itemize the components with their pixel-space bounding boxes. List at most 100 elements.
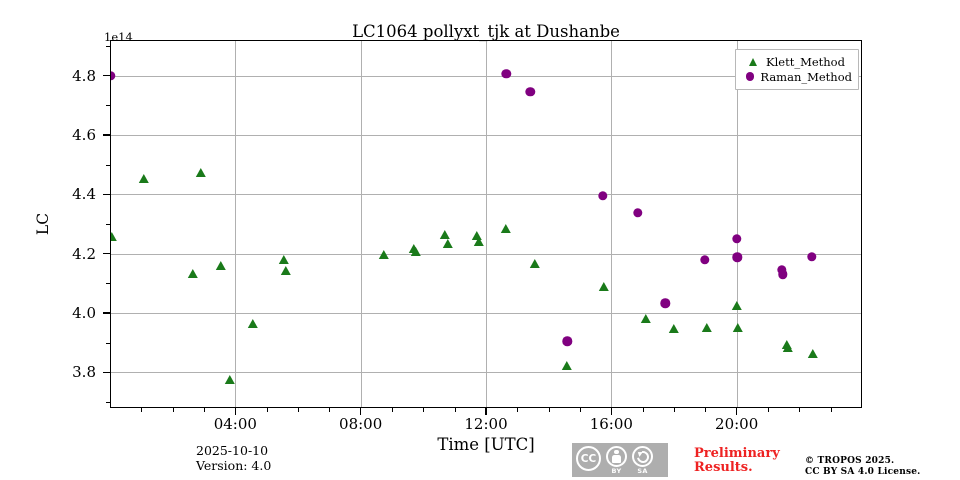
- x-tick-major: [234, 408, 236, 415]
- x-tick-minor: [392, 408, 393, 412]
- y-tick-label: 4.0: [72, 304, 96, 323]
- data-point-klett: [501, 224, 512, 234]
- x-tick-minor: [517, 408, 519, 412]
- legend-item-klett: Klett_Method: [742, 54, 852, 69]
- data-point-klett: [224, 374, 235, 384]
- x-tick-label: 20:00: [715, 415, 759, 433]
- axes-frame: [110, 40, 862, 408]
- y-tick-minor: [106, 164, 110, 166]
- data-point-klett: [278, 255, 289, 265]
- cc-sa-label: SA: [637, 467, 648, 475]
- data-point-klett: [733, 323, 744, 333]
- data-point-klett: [668, 324, 679, 334]
- y-tick-major: [103, 134, 110, 136]
- x-tick-minor: [799, 408, 801, 412]
- copyright-line-1: © TROPOS 2025.: [805, 456, 895, 466]
- stamp-date-line: 2025-10-10: [196, 443, 269, 458]
- data-point-klett: [731, 300, 742, 310]
- y-tick-minor: [106, 45, 110, 47]
- x-tick-label: 08:00: [339, 415, 383, 433]
- x-tick-minor: [141, 408, 143, 412]
- legend-item-raman: Raman_Method: [742, 69, 852, 84]
- data-point-klett: [378, 250, 389, 260]
- data-point-klett: [247, 319, 258, 328]
- chart-legend: Klett_Method Raman_Method: [735, 49, 859, 90]
- person-icon: [606, 446, 627, 467]
- legend-label-klett: Klett_Method: [766, 54, 845, 69]
- data-point-raman: [633, 208, 643, 218]
- data-point-raman: [731, 234, 742, 244]
- data-point-klett: [195, 167, 206, 177]
- data-point-raman: [732, 252, 742, 262]
- y-tick-major: [103, 312, 110, 314]
- x-tick-minor: [423, 408, 425, 412]
- x-tick-minor: [454, 408, 456, 412]
- cc-circle-icon: CC: [576, 446, 601, 471]
- preliminary-line-1: Preliminary: [694, 446, 780, 461]
- gridline-vertical: [360, 40, 362, 408]
- copyright-notice: © TROPOS 2025. CC BY SA 4.0 License.: [805, 456, 921, 478]
- cc-by-item: BY: [606, 446, 627, 475]
- x-tick-major: [736, 408, 738, 415]
- gridline-vertical: [235, 40, 237, 408]
- preliminary-results-notice: Preliminary Results.: [694, 447, 780, 475]
- data-point-klett: [471, 231, 482, 241]
- x-tick-label: 12:00: [464, 415, 508, 433]
- data-point-klett: [440, 230, 451, 240]
- x-tick-minor: [705, 408, 707, 412]
- data-point-klett: [187, 268, 198, 278]
- x-tick-minor: [329, 408, 331, 412]
- y-tick-minor: [106, 402, 110, 404]
- x-tick-minor: [266, 408, 268, 412]
- page-title: LC1064 pollyxt_tjk at Dushanbe: [352, 22, 620, 41]
- klett-marker-icon: [742, 57, 764, 66]
- y-tick-label: 4.8: [72, 66, 96, 85]
- data-point-klett: [411, 246, 422, 256]
- data-point-klett: [640, 313, 651, 323]
- share-alike-icon: [632, 446, 653, 467]
- cc-license-badge: CC BY SA: [572, 443, 668, 477]
- preliminary-line-2: Results.: [694, 460, 753, 475]
- y-tick-major: [103, 193, 110, 195]
- y-tick-minor: [106, 342, 110, 344]
- x-tick-label: 16:00: [589, 415, 633, 433]
- x-tick-major: [360, 408, 362, 415]
- data-point-raman: [700, 254, 710, 265]
- data-point-klett: [808, 348, 819, 358]
- data-point-raman: [501, 69, 512, 79]
- data-point-raman: [110, 70, 116, 81]
- gridline-vertical: [611, 40, 613, 408]
- y-tick-major: [103, 253, 110, 255]
- y-tick-minor: [106, 105, 110, 107]
- raman-marker-icon: [742, 72, 758, 81]
- cc-by-label: BY: [611, 467, 622, 475]
- cc-sa-item: SA: [632, 446, 653, 475]
- x-tick-minor: [830, 408, 832, 412]
- y-tick-minor: [106, 283, 110, 285]
- data-point-klett: [473, 236, 484, 246]
- data-point-raman: [525, 87, 536, 97]
- stamp-version-line: Version: 4.0: [196, 458, 272, 473]
- data-point-raman: [778, 269, 788, 279]
- data-point-raman: [660, 298, 670, 308]
- data-point-klett: [701, 323, 712, 333]
- y-tick-label: 4.4: [72, 185, 96, 204]
- data-point-klett: [598, 282, 609, 292]
- data-point-klett: [139, 173, 150, 183]
- x-axis-title: Time [UTC]: [437, 435, 535, 454]
- copyright-line-2: CC BY SA 4.0 License.: [805, 467, 921, 477]
- data-point-klett: [562, 361, 573, 371]
- gridline-vertical: [486, 40, 487, 408]
- data-point-klett: [280, 266, 291, 276]
- y-tick-label: 3.8: [72, 363, 96, 382]
- data-point-raman: [562, 336, 573, 346]
- x-tick-minor: [548, 408, 550, 412]
- data-point-klett: [783, 343, 794, 353]
- x-tick-label: 04:00: [213, 415, 257, 433]
- y-tick-major: [103, 74, 110, 77]
- data-point-raman: [807, 251, 817, 262]
- x-tick-minor: [298, 408, 299, 412]
- data-point-klett: [529, 259, 540, 269]
- gridline-vertical: [736, 40, 738, 408]
